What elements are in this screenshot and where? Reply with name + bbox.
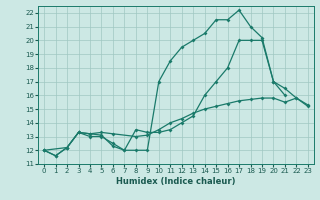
X-axis label: Humidex (Indice chaleur): Humidex (Indice chaleur) bbox=[116, 177, 236, 186]
